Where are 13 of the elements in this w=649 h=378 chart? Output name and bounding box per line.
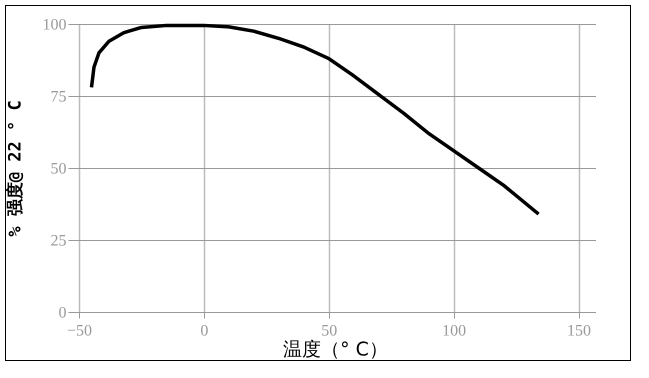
y-axis-title: % 强度@ 22 ° C — [6, 100, 26, 237]
x-axis-title: 温度（° C） — [283, 338, 388, 360]
y-tick-label: 25 — [50, 232, 66, 250]
y-tick-label: 75 — [50, 88, 66, 106]
line-series — [90, 24, 540, 216]
x-tick-label: −50 — [66, 322, 92, 340]
y-tick-label: 100 — [42, 16, 66, 34]
x-tick-label: 100 — [442, 322, 466, 340]
x-tick-label: 50 — [321, 322, 338, 340]
x-tick-label: 0 — [200, 322, 208, 340]
x-tick-label: 150 — [567, 322, 592, 340]
y-tick-label: 0 — [58, 304, 66, 322]
y-tick-label: 50 — [50, 160, 66, 178]
